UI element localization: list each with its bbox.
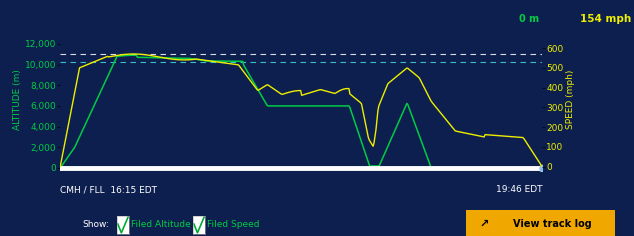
Text: View track log: View track log	[513, 219, 592, 229]
Text: 154 mph: 154 mph	[579, 14, 631, 24]
Y-axis label: SPEED (mph): SPEED (mph)	[566, 70, 575, 129]
Text: 19:46 EDT: 19:46 EDT	[496, 185, 542, 194]
Y-axis label: ALTITUDE (m): ALTITUDE (m)	[13, 69, 22, 130]
Text: CMH / FLL  16:15 EDT: CMH / FLL 16:15 EDT	[60, 185, 157, 194]
Text: Filed Speed: Filed Speed	[207, 220, 260, 229]
Text: 0 m: 0 m	[519, 14, 539, 24]
Text: Show:: Show:	[82, 220, 109, 229]
Text: Filed Altitude: Filed Altitude	[131, 220, 191, 229]
Text: ↗: ↗	[479, 219, 489, 229]
